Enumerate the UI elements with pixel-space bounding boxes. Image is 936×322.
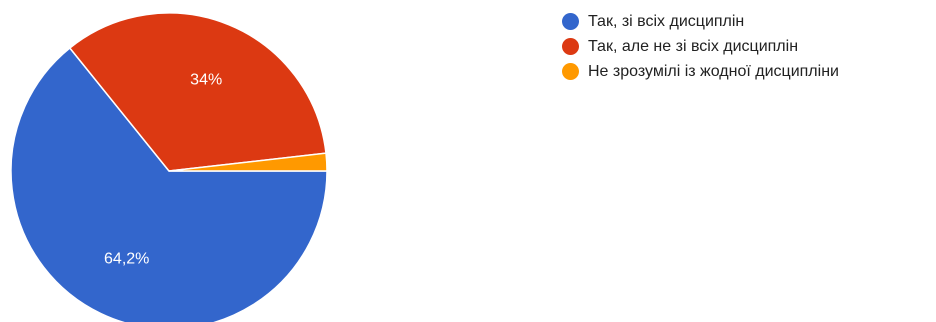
pie-data-label-not-all-disciplines: 34% [190,72,222,89]
pie-slices [10,12,328,322]
pie-slice-all-disciplines[interactable] [10,46,328,322]
legend-swatch-icon [562,13,579,30]
pie-slice-no-discipline[interactable] [168,152,328,172]
pie-slice-not-all-disciplines[interactable] [68,12,327,172]
legend-label: Так, але не зі всіх дисциплін [588,37,799,55]
legend-item-not-all-disciplines[interactable]: Так, але не зі всіх дисциплін [562,34,839,59]
legend-label: Так, зі всіх дисциплін [588,12,745,30]
pie-data-label-all-disciplines: 64,2% [104,251,149,268]
pie-chart: 64,2% 34% [10,12,328,322]
chart-legend: Так, зі всіх дисциплін Так, але не зі вс… [562,9,839,84]
legend-swatch-icon [562,38,579,55]
legend-label: Не зрозумілі із жодної дисципліни [588,62,839,80]
legend-swatch-icon [562,63,579,80]
legend-item-no-discipline[interactable]: Не зрозумілі із жодної дисципліни [562,59,839,84]
legend-item-all-disciplines[interactable]: Так, зі всіх дисциплін [562,9,839,34]
pie-labels: 64,2% 34% [104,72,222,268]
